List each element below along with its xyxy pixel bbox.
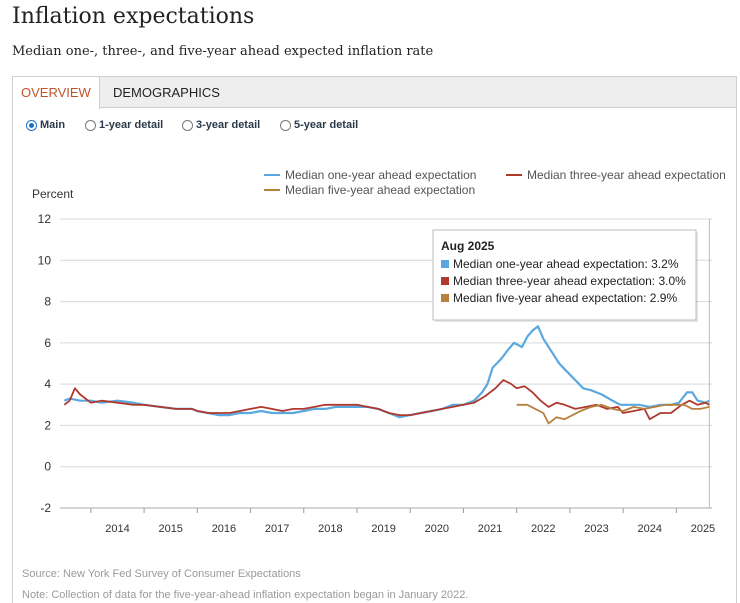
x-tick-label: 2016 [212, 523, 236, 535]
y-tick-label: -2 [40, 501, 51, 515]
series-line-five-year [516, 403, 710, 425]
x-tick-label: 2023 [584, 523, 608, 535]
radio-selected-icon [26, 120, 37, 131]
radio-main[interactable]: Main [26, 119, 65, 131]
tooltip-line: Median three-year ahead expectation: 3.0… [453, 274, 686, 288]
radio-empty-icon [182, 120, 193, 131]
x-tick-label: 2024 [637, 523, 661, 535]
y-axis-label: Percent [32, 187, 74, 201]
tab-bar: OVERVIEW DEMOGRAPHICS [12, 76, 737, 109]
radio-1-year-label: 1-year detail [99, 119, 164, 131]
y-tick-label: 10 [38, 253, 52, 267]
page-subtitle: Median one-, three-, and five-year ahead… [12, 44, 434, 59]
page-title: Inflation expectations [12, 4, 255, 29]
tooltip-line: Median one-year ahead expectation: 3.2% [453, 257, 679, 271]
radio-5-year-detail[interactable]: 5-year detail [280, 119, 358, 131]
y-tick-label: 12 [38, 212, 52, 226]
tooltip-line: Median five-year ahead expectation: 2.9% [453, 291, 677, 305]
radio-5-year-label: 5-year detail [294, 119, 359, 131]
series-line-three-year [63, 379, 710, 421]
x-tick-label: 2014 [105, 523, 129, 535]
tooltip-swatch [441, 260, 449, 268]
radio-empty-icon [280, 120, 291, 131]
radio-3-year-label: 3-year detail [196, 119, 261, 131]
y-tick-label: 8 [44, 295, 51, 309]
radio-main-label: Main [40, 119, 66, 131]
legend-label: Median one-year ahead expectation [285, 168, 476, 182]
tooltip-swatch [441, 277, 449, 285]
y-tick-label: 2 [44, 418, 51, 432]
x-tick-label: 2015 [158, 523, 182, 535]
tooltip-title: Aug 2025 [441, 239, 495, 253]
x-tick-label: 2021 [478, 523, 502, 535]
series-line-one-year [63, 325, 710, 419]
tooltip-swatch [441, 294, 449, 302]
footnote: Note: Collection of data for the five-ye… [22, 589, 469, 601]
y-tick-label: 6 [44, 336, 51, 350]
radio-3-year-detail[interactable]: 3-year detail [182, 119, 260, 131]
x-tick-label: 2022 [531, 523, 555, 535]
legend-label: Median three-year ahead expectation [527, 168, 726, 182]
x-tick-label: 2020 [425, 523, 449, 535]
tab-demographics[interactable]: DEMOGRAPHICS [113, 85, 220, 100]
y-tick-label: 0 [44, 460, 51, 474]
x-tick-label: 2025 [691, 523, 715, 535]
tooltip-box [432, 229, 697, 321]
radio-empty-icon [85, 120, 96, 131]
x-tick-label: 2017 [265, 523, 289, 535]
radio-1-year-detail[interactable]: 1-year detail [85, 119, 163, 131]
y-tick-label: 4 [44, 377, 51, 391]
legend-label: Median five-year ahead expectation [285, 183, 475, 197]
x-tick-label: 2019 [371, 523, 395, 535]
tab-overview[interactable]: OVERVIEW [13, 77, 100, 109]
source-note: Source: New York Fed Survey of Consumer … [22, 568, 301, 580]
x-tick-label: 2018 [318, 523, 342, 535]
